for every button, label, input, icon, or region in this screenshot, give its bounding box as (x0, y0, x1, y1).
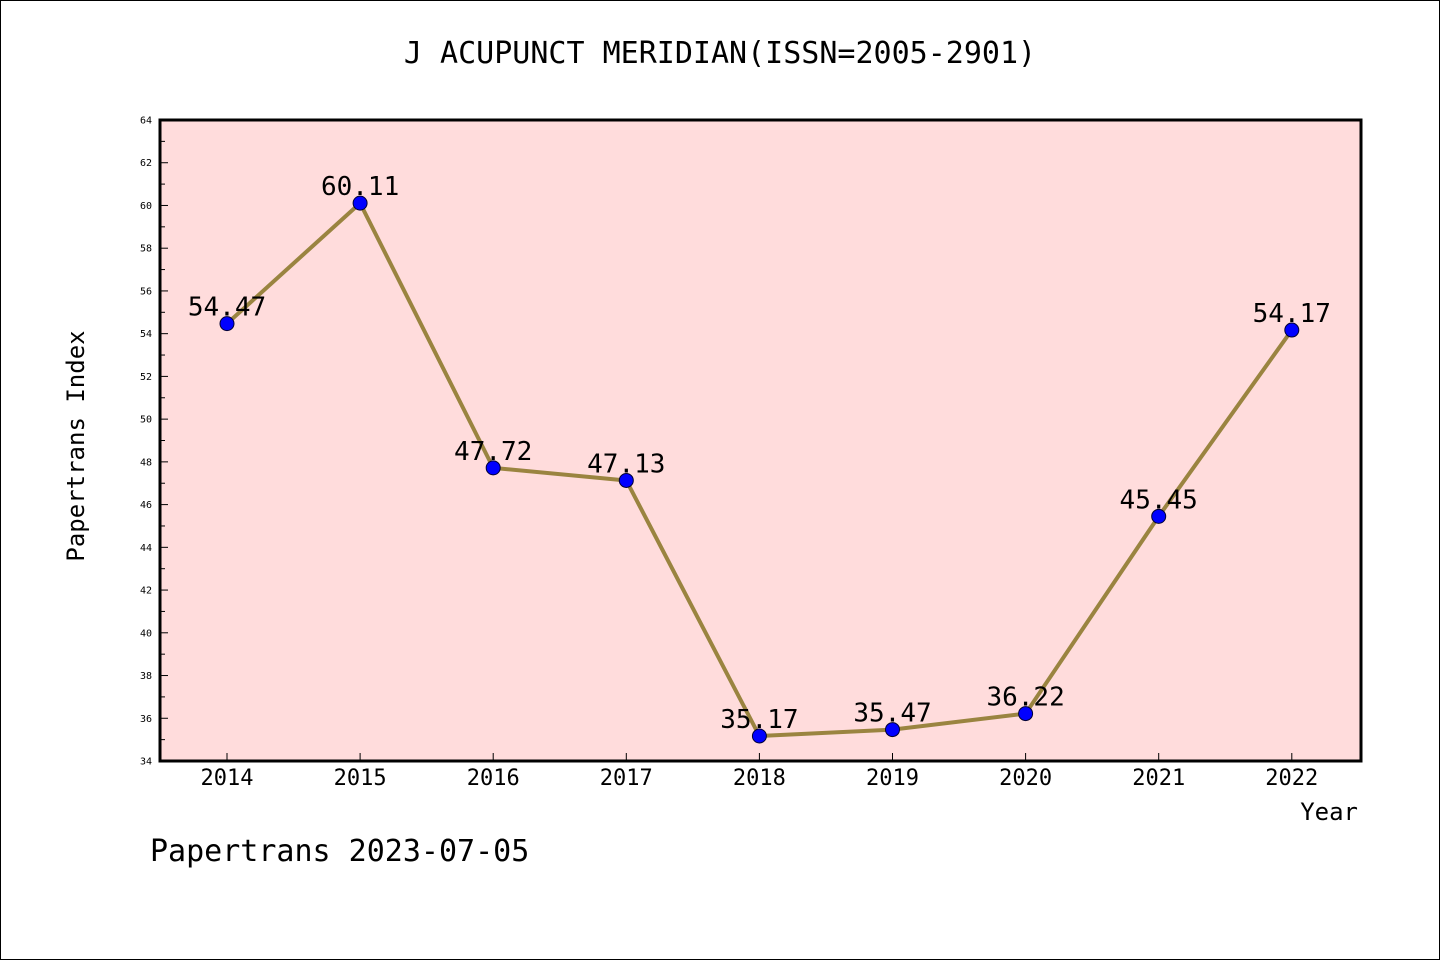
data-label: 47.72 (454, 437, 532, 467)
x-tick-label: 2021 (1132, 766, 1185, 791)
y-tick-label: 44 (140, 543, 152, 554)
data-label: 54.47 (188, 293, 266, 323)
data-label: 60.11 (321, 172, 399, 202)
data-point (751, 728, 767, 744)
data-point (1151, 508, 1167, 524)
data-point (1284, 322, 1300, 338)
data-point (219, 316, 235, 332)
x-tick-label: 2018 (733, 766, 786, 791)
y-tick-label: 58 (140, 244, 152, 255)
data-point (618, 472, 634, 488)
x-tick-label: 2019 (866, 766, 919, 791)
chart-title: J ACUPUNCT MERIDIAN(ISSN=2005-2901) (403, 36, 1037, 71)
data-point (1018, 706, 1034, 722)
y-tick-label: 40 (140, 628, 152, 639)
data-label: 35.47 (853, 699, 931, 729)
x-axis-label: Year (1300, 798, 1358, 826)
y-tick-label: 52 (140, 372, 152, 383)
y-tick-label: 54 (140, 329, 152, 340)
y-tick-label: 56 (140, 286, 152, 297)
y-tick-label: 34 (140, 757, 152, 768)
x-tick-label: 2017 (600, 766, 653, 791)
data-point (485, 460, 501, 476)
data-label: 47.13 (587, 449, 665, 479)
x-tick-label: 2020 (999, 766, 1052, 791)
data-labels: 54.47 60.11 47.72 47.13 35.17 35.47 36.22 45.45… (188, 172, 1331, 735)
plot-area (160, 120, 1361, 761)
y-tick-label: 46 (140, 500, 152, 511)
y-tick-label: 62 (140, 158, 152, 169)
data-point (352, 195, 368, 211)
y-axis-label: Papertrans Index (62, 330, 90, 561)
footer-text: Papertrans 2023-07-05 (150, 834, 530, 869)
y-tick-label: 60 (140, 201, 152, 212)
x-tick-label: 2014 (201, 766, 254, 791)
x-tick-label: 2015 (334, 766, 387, 791)
y-tick-label: 50 (140, 415, 152, 426)
data-label: 54.17 (1253, 299, 1331, 329)
x-tick-label: 2022 (1265, 766, 1318, 791)
series-points (219, 195, 1300, 744)
data-point (885, 722, 900, 738)
y-tick-label: 36 (140, 714, 152, 725)
data-label: 36.22 (986, 683, 1064, 713)
plot-border (158, 118, 1363, 763)
y-tick-label: 48 (140, 457, 152, 468)
y-tick-label: 42 (140, 586, 152, 597)
data-label: 35.17 (720, 705, 798, 735)
x-tick-label: 2016 (467, 766, 520, 791)
data-label: 45.45 (1120, 485, 1198, 515)
y-tick-label: 64 (140, 116, 152, 127)
x-axis-ticks: 2014 2015 2016 2017 2018 2019 2020 2021 2022 (201, 753, 1318, 791)
y-tick-label: 38 (140, 671, 152, 682)
